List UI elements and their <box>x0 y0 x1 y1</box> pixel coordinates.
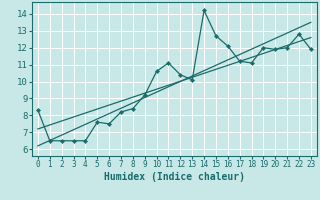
X-axis label: Humidex (Indice chaleur): Humidex (Indice chaleur) <box>104 172 245 182</box>
